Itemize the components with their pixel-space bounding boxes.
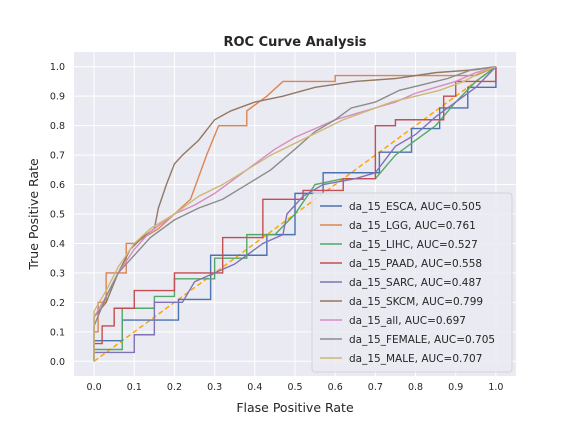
y-tick-label: 0.5	[50, 210, 65, 221]
x-tick-label: 0.6	[328, 382, 343, 393]
y-tick-label: 0.0	[50, 357, 65, 368]
x-tick-label: 0.1	[127, 382, 142, 393]
legend-label: da_15_ESCA, AUC=0.505	[349, 201, 482, 213]
x-tick-label: 0.8	[408, 382, 423, 393]
x-tick-label: 0.9	[448, 382, 463, 393]
legend-label: da_15_SKCM, AUC=0.799	[349, 296, 483, 308]
x-tick-label: 0.3	[207, 382, 222, 393]
x-axis-label: Flase Positive Rate	[236, 400, 354, 415]
legend-label: da_15_LIHC, AUC=0.527	[349, 239, 478, 251]
legend-label: da_15_all, AUC=0.697	[349, 315, 466, 327]
x-tick-label: 0.7	[368, 382, 383, 393]
y-tick-label: 0.2	[50, 298, 65, 309]
y-tick-label: 0.1	[50, 327, 65, 338]
x-tick-label: 0.5	[287, 382, 302, 393]
x-tick-label: 0.2	[167, 382, 182, 393]
y-axis-label: True Positive Rate	[26, 158, 41, 271]
y-tick-label: 0.4	[50, 239, 65, 250]
y-tick-labels: 0.0 0.1 0.2 0.3 0.4 0.5 0.6 0.7 0.8 0.9 1.0	[50, 62, 65, 368]
chart-title: ROC Curve Analysis	[223, 35, 366, 50]
y-tick-label: 0.3	[50, 268, 65, 279]
legend-label: da_15_PAAD, AUC=0.558	[349, 258, 482, 270]
x-tick-label: 0.0	[87, 382, 102, 393]
x-tick-label: 0.4	[247, 382, 262, 393]
y-tick-label: 0.6	[50, 180, 65, 191]
legend: da_15_ESCA, AUC=0.505 da_15_LGG, AUC=0.76…	[312, 193, 512, 372]
x-tick-labels: 0.0 0.1 0.2 0.3 0.4 0.5 0.6 0.7 0.8 0.9 1.0	[87, 382, 504, 393]
legend-label: da_15_MALE, AUC=0.707	[349, 353, 482, 365]
legend-label: da_15_FEMALE, AUC=0.705	[349, 334, 495, 346]
y-tick-label: 0.9	[50, 92, 65, 103]
y-tick-label: 0.7	[50, 151, 65, 162]
y-tick-label: 1.0	[50, 62, 65, 73]
legend-label: da_15_SARC, AUC=0.487	[349, 277, 482, 289]
x-tick-label: 1.0	[488, 382, 503, 393]
legend-label: da_15_LGG, AUC=0.761	[349, 220, 476, 232]
y-tick-label: 0.8	[50, 121, 65, 132]
